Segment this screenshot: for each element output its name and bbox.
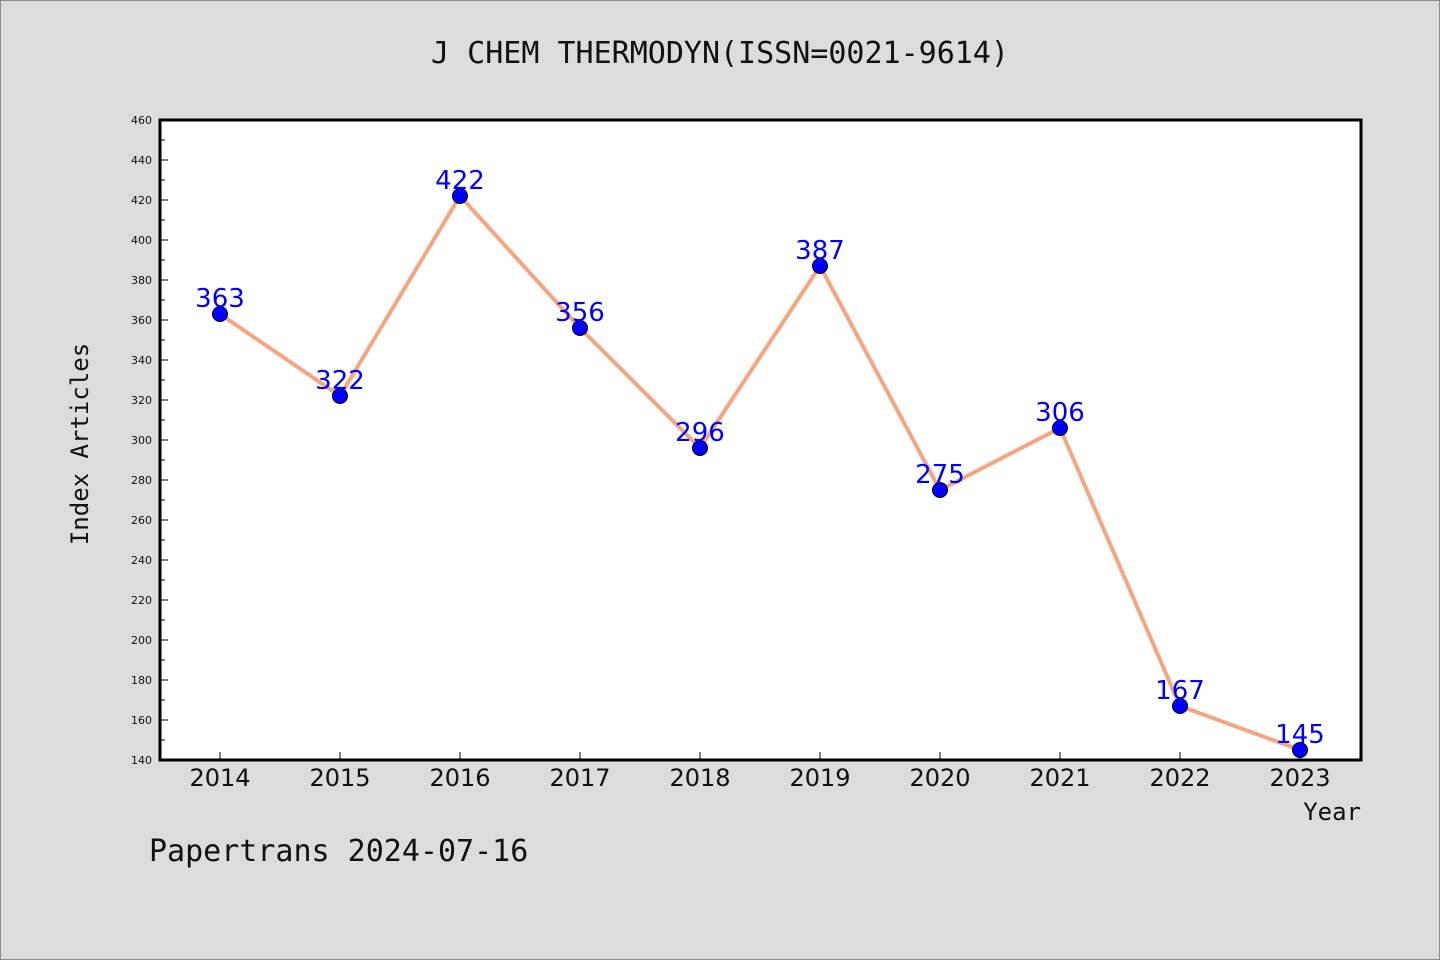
y-tick-label: 460 <box>131 114 152 127</box>
data-point <box>1052 420 1068 436</box>
y-tick-label: 360 <box>131 314 152 327</box>
data-point <box>1292 742 1308 758</box>
x-tick-label: 2023 <box>1269 764 1330 792</box>
y-tick-label: 300 <box>131 434 152 447</box>
y-tick-label: 200 <box>131 634 152 647</box>
data-point <box>932 482 948 498</box>
data-label: 145 <box>1275 720 1325 750</box>
y-tick-label: 140 <box>131 754 152 767</box>
x-tick-label: 2019 <box>789 764 850 792</box>
data-label: 422 <box>435 166 485 196</box>
data-label: 275 <box>915 460 965 490</box>
x-tick-label: 2016 <box>429 764 490 792</box>
y-tick-label: 380 <box>131 274 152 287</box>
data-point <box>572 320 588 336</box>
footer-note: Papertrans 2024-07-16 <box>149 834 529 869</box>
series-line <box>218 194 1302 752</box>
y-tick-label: 320 <box>131 394 152 407</box>
x-tick-label: 2017 <box>549 764 610 792</box>
x-tick-label: 2020 <box>909 764 970 792</box>
data-point <box>452 188 468 204</box>
x-axis-title: Year <box>1303 798 1361 826</box>
data-point <box>1172 698 1188 714</box>
chart-title: J CHEM THERMODYN(ISSN=0021-9614) <box>431 36 1009 71</box>
y-tick-label: 440 <box>131 154 152 167</box>
y-tick-label: 180 <box>131 674 152 687</box>
y-axis-title: Index Articles <box>66 343 94 545</box>
data-label: 363 <box>195 284 245 314</box>
data-label: 356 <box>555 298 605 328</box>
data-label: 296 <box>675 418 725 448</box>
data-point <box>212 306 228 322</box>
plot-area <box>160 120 1361 760</box>
y-tick-label: 340 <box>131 354 152 367</box>
y-tick-label: 400 <box>131 234 152 247</box>
data-label: 322 <box>315 366 365 396</box>
y-tick-label: 220 <box>131 594 152 607</box>
x-tick-label: 2015 <box>309 764 370 792</box>
x-tick-label: 2018 <box>669 764 730 792</box>
data-point <box>812 258 828 274</box>
y-tick-label: 280 <box>131 474 152 487</box>
data-label: 306 <box>1035 398 1085 428</box>
y-tick-label: 260 <box>131 514 152 527</box>
data-label: 167 <box>1155 676 1205 706</box>
y-tick-label: 240 <box>131 554 152 567</box>
x-tick-label: 2022 <box>1149 764 1210 792</box>
plot-frame <box>158 118 1363 762</box>
x-tick-label: 2021 <box>1029 764 1090 792</box>
data-label: 387 <box>795 236 845 266</box>
y-tick-label: 160 <box>131 714 152 727</box>
data-point <box>332 388 348 404</box>
data-point <box>692 440 708 456</box>
y-tick-label: 420 <box>131 194 152 207</box>
x-tick-label: 2014 <box>189 764 250 792</box>
